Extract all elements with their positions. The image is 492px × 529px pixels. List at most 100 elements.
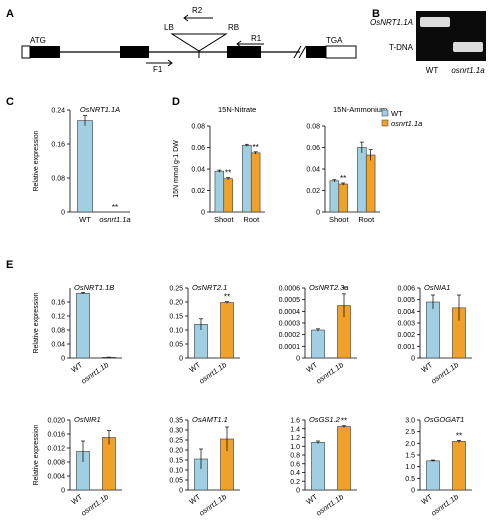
x-tick-label: WT [69,360,84,374]
chart-title: OsNRT1.1A [80,105,120,114]
gel-band-wt-osnrt1.1a [420,17,450,27]
bar-mutant [452,441,466,491]
chart-e3: 0 0.0001 0.0002 0.0003 0.0004 0.0005 0.0006 OsN… [279,283,357,386]
y-tick-label: 0.8 [290,453,300,460]
utr-5 [21,45,31,59]
y-tick-label: 1.2 [290,435,300,442]
gel-image: OsNRT1.1A T-DNA WT osnrt1.1a [370,11,486,75]
y-tick-label: 0.0005 [279,297,301,304]
x-tick-label: WT [304,360,319,374]
significance-marker: ** [225,169,231,178]
significance-marker: ** [224,293,230,302]
y-tick-label: 0 [296,488,300,495]
y-tick-label: 3.0 [405,418,415,425]
x-tick-label: WT [69,492,84,506]
arrow-r2 [183,14,213,22]
bar-mutant [250,152,261,213]
y-tick-label: 0 [61,356,65,363]
y-tick-label: 0 [201,210,205,217]
x-tick-label: osnrt1.1b [197,360,228,385]
primer-r1-label: R1 [251,34,262,43]
chart-title: OsNRT2.3a [309,283,348,292]
x-tick-label: Shoot [329,215,350,224]
y-tick-label: 0.0001 [279,344,301,351]
stop-codon-label: TGA [326,36,343,45]
y-tick-label: 0.04 [306,167,320,174]
y-tick-label: 0.4 [290,470,300,477]
significance-marker: * [342,285,345,294]
y-axis-label: Relative expression [33,292,40,353]
chart-title: 15N-Nitrate [218,105,256,114]
y-tick-label: 0.004 [47,474,65,481]
y-tick-label: 0.20 [169,448,183,455]
x-tick-label: Root [243,215,260,224]
chart-title: OsGS1.2 [309,415,341,424]
x-tick-label: WT [419,360,434,374]
chart-title: OsAMT1.1 [192,415,228,424]
y-tick-label: 0.012 [47,446,65,453]
exon-4 [306,46,326,58]
bar-mutant [220,302,234,359]
y-tick-label: 0.08 [191,124,205,131]
y-tick-label: 0.0003 [279,321,301,328]
y-tick-label: 0.05 [169,342,183,349]
y-tick-label: 0.0002 [279,332,301,339]
y-tick-label: 1.4 [290,426,300,433]
chart-e4: 0 0.001 0.002 0.003 0.004 0.005 0.006 OsNIA1 WTo… [397,283,472,386]
arrow-f1 [146,59,173,67]
y-tick-label: 0.20 [169,300,183,307]
bar-mutant [102,437,116,491]
gel-row-label-tdna: T-DNA [389,43,414,52]
legend-swatch [381,119,389,127]
y-tick-label: 0 [61,488,65,495]
panel-letter-c: C [6,96,14,108]
x-tick-label: WT [304,492,319,506]
gel-lane-label-mutant: osnrt1.1a [451,66,485,75]
legend-label: osnrt1.1a [391,119,422,128]
x-tick-label: osnrt1.1b [314,360,345,385]
y-tick-label: 0.2 [290,479,300,486]
y-tick-label: 1.5 [405,453,415,460]
y-tick-label: 2.0 [405,441,415,448]
x-tick-label: WT [187,492,202,506]
y-tick-label: 0.006 [397,286,415,293]
y-tick-label: 0.06 [306,145,320,152]
exon-1 [30,46,60,58]
x-tick-label: WT [187,360,202,374]
chart-title: OsGOGAT1 [424,415,464,424]
y-tick-label: 1.0 [405,464,415,471]
bar-mutant [223,178,233,213]
y-tick-label: 0.10 [169,328,183,335]
y-tick-label: 2.5 [405,429,415,436]
bar-wt [311,442,325,491]
chart-e7: 0 0.2 0.4 0.60.8 1.0 1.2 1.41.6 OsGS1.2 WT ** osnr… [290,415,357,518]
y-tick-label: 0.004 [397,309,415,316]
y-tick-label: 0 [179,488,183,495]
gel-band-mutant-tdna [453,42,483,52]
y-tick-label: 0.12 [51,314,65,321]
chart-title: 15N-Ammonium [333,105,387,114]
chart-e2: 0 0.05 0.10 0.15 0.20 0.25 OsNRT2.1 WT ** osnrt1.… [169,283,240,386]
y-tick-label: 1.0 [290,444,300,451]
x-tick-label: Shoot [214,215,235,224]
exon-2 [120,46,149,58]
x-tick-label: osnrt1.1b [314,492,345,517]
gel-row-label-osnrt1.1a: OsNRT1.1A [370,18,413,27]
y-tick-label: 0.001 [397,344,415,351]
chart-title: OsNIA1 [424,283,450,292]
panel-letter-a: A [6,8,14,20]
bar-wt [76,292,90,359]
y-tick-label: 0.30 [169,428,183,435]
y-tick-label: 0 [296,356,300,363]
y-tick-label: 0.05 [169,478,183,485]
y-tick-label: 0.08 [306,124,320,131]
y-tick-label: 0 [179,356,183,363]
y-tick-label: 0.04 [51,342,65,349]
chart-e5: 0 0.004 0.008 0.012 0.016 0.020 OsNIR1 Relative… [33,415,122,518]
x-tick-label: WT [419,492,434,506]
y-tick-label: 0.35 [169,418,183,425]
significance-marker: ** [340,174,346,183]
primer-f1-label: F1 [153,65,163,74]
bar-wt [311,329,325,359]
significance-marker: ** [112,203,118,212]
